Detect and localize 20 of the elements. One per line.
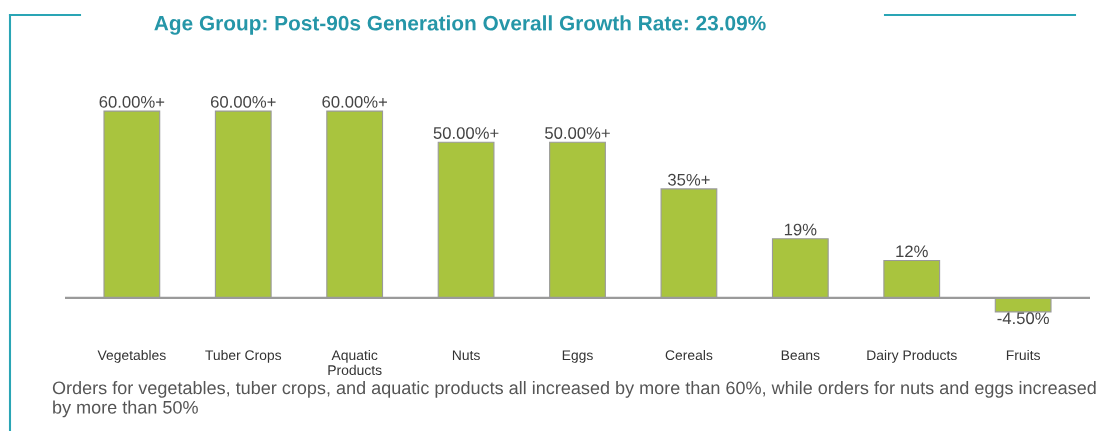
x-tick-label: Cereals	[665, 349, 713, 361]
x-tick-label: Nuts	[452, 350, 480, 361]
data-label: 12%	[896, 245, 928, 258]
data-label: 60.00%+	[210, 96, 276, 108]
data-label: 35%+	[668, 173, 710, 186]
x-tick-label: Eggs	[562, 350, 593, 363]
x-tick-label: Vegetables	[97, 349, 166, 363]
data-label: 60.00%+	[322, 96, 387, 108]
x-tick-label: Tuber Crops	[205, 349, 282, 363]
text: Orders for vegetables, tuber crops, and aquatic products all increased by more than 60%, while orders for nuts and eggs increased by more than 50%	[52, 381, 1096, 418]
chart-title: Age Group: Post-90s Generation Overall Growth Rate: 23.09%	[154, 15, 766, 35]
data-label: 19%	[784, 223, 817, 236]
data-label: 60.00%+	[99, 96, 165, 108]
data-label: 50.00%+	[545, 127, 610, 139]
x-tick-label: Aquatic Products	[328, 349, 382, 376]
data-label: 50.00%+	[433, 127, 499, 139]
x-tick-label: Dairy Products	[867, 349, 957, 363]
x-tick-label: Beans	[781, 350, 820, 361]
data-label: -4.50%	[997, 312, 1049, 325]
x-tick-label: Fruits	[1006, 349, 1041, 361]
